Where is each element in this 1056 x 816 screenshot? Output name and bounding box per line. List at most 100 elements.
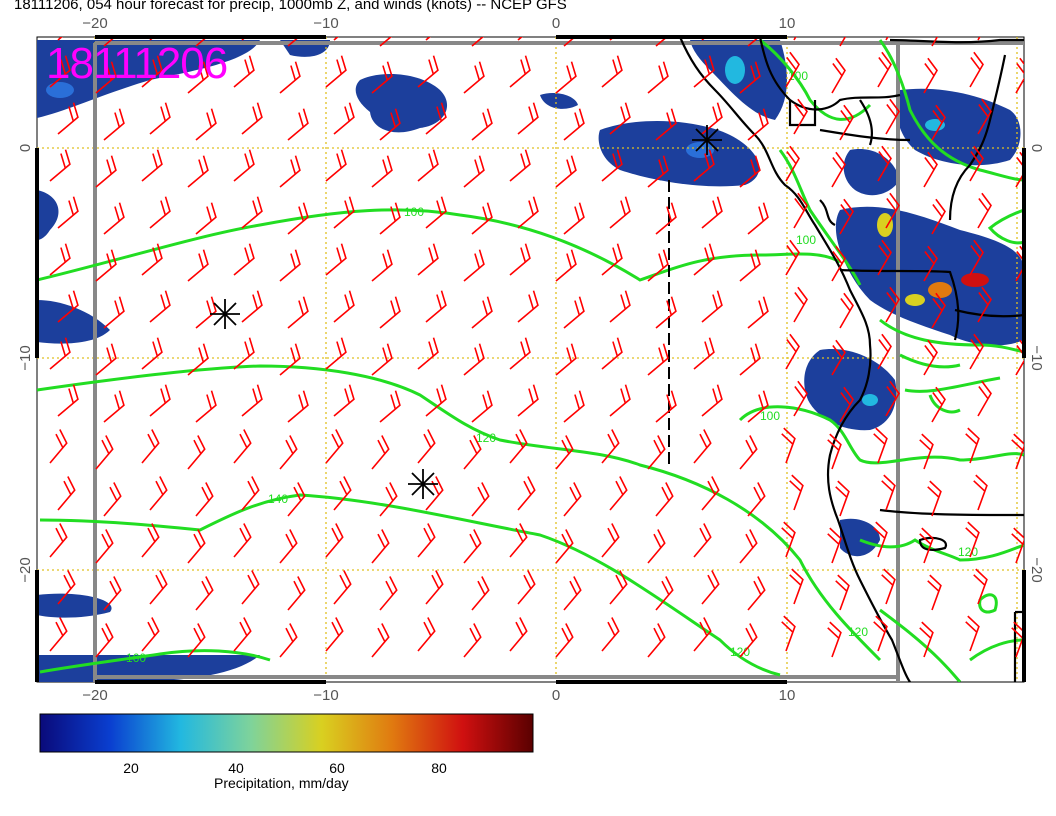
wind-barb (95, 623, 114, 658)
contour-label: 120 (848, 625, 868, 639)
wind-barb (785, 333, 800, 370)
wind-barb (601, 523, 620, 558)
wind-barb (463, 529, 482, 564)
lat-tick-right: 0 (1028, 144, 1045, 152)
wind-barb (655, 296, 677, 329)
wind-barb (701, 102, 723, 135)
wind-barb (739, 155, 761, 188)
wind-barb (279, 529, 298, 564)
wind-barb (785, 51, 800, 88)
wind-barb (647, 249, 669, 282)
wind-barb (1011, 433, 1024, 470)
wind-barb (555, 435, 574, 470)
wind-barb (839, 292, 854, 329)
wind-barb (969, 51, 984, 88)
wind-barb (141, 617, 160, 652)
wind-barb (781, 615, 796, 652)
wind-barb (655, 37, 677, 47)
wind-barb (601, 55, 623, 88)
wind-barb (827, 433, 842, 470)
lon-tick-bottom: −20 (82, 687, 107, 704)
wind-barb (701, 290, 723, 323)
wind-barb (195, 202, 217, 235)
wind-barb (95, 155, 117, 188)
wind-barb (141, 523, 160, 558)
wind-barb (49, 429, 68, 464)
wind-barb (831, 339, 846, 376)
wind-barb (793, 286, 808, 323)
wind-barb (471, 108, 493, 141)
wind-barb (563, 296, 585, 329)
wind-barb (977, 37, 992, 41)
wind-barb (969, 239, 984, 276)
map-title: 18111206, 054 hour forecast for precip, … (14, 0, 567, 13)
contour-label: 100 (760, 409, 780, 423)
wind-barb (233, 429, 252, 464)
wind-barb (747, 482, 766, 517)
wind-barb (471, 576, 490, 611)
wind-barb (923, 151, 938, 188)
wind-barb (647, 623, 666, 658)
wind-barb (977, 98, 992, 135)
wind-barb (57, 290, 79, 323)
wind-barb (463, 623, 482, 658)
wind-barb (931, 292, 946, 329)
wind-barb (333, 102, 355, 135)
wind-barb (835, 480, 850, 517)
wind-barb (517, 570, 536, 605)
contour-label: 100 (796, 233, 816, 247)
wind-barb (977, 286, 992, 323)
wind-barb (739, 529, 758, 564)
wind-barb (835, 574, 850, 611)
wind-barb (49, 243, 71, 276)
wind-barb (425, 384, 447, 417)
wind-barb (195, 390, 217, 423)
wind-barb (1011, 527, 1024, 564)
colorbar-tick: 20 (123, 760, 139, 776)
wind-barb (509, 243, 531, 276)
wind-barb (563, 108, 585, 141)
wind-barb (647, 529, 666, 564)
wind-barb (57, 196, 79, 229)
wind-barb (103, 108, 125, 141)
wind-barb (141, 429, 160, 464)
colorbar-tick: 80 (431, 760, 447, 776)
wind-barb (517, 290, 539, 323)
wind-barb (57, 102, 79, 135)
wind-barb (701, 196, 723, 229)
wind-barb (49, 337, 71, 370)
wind-barb (969, 333, 984, 370)
wind-barb (379, 296, 401, 329)
lat-tick-right: −10 (1028, 345, 1045, 370)
wind-barb (49, 617, 68, 652)
wind-barb (379, 108, 401, 141)
wind-barb (149, 290, 171, 323)
wind-barb (609, 384, 631, 417)
geopotential-contours (37, 38, 1024, 682)
lon-tick-bottom: 0 (552, 687, 560, 704)
wind-barb (739, 623, 758, 658)
wind-barb (417, 617, 436, 652)
wind-barb (417, 55, 439, 88)
wind-barb (931, 37, 946, 47)
asterisk-marker-2 (408, 469, 438, 499)
wind-barb (793, 380, 808, 417)
wind-barb (417, 149, 439, 182)
wind-barb (517, 37, 539, 41)
colorbar-label: Precipitation, mm/day (214, 775, 349, 791)
wind-barb (233, 523, 252, 558)
contour-label: 120 (958, 545, 978, 559)
wind-barb (747, 108, 769, 141)
wind-barb (923, 339, 938, 376)
wind-barb (647, 435, 666, 470)
wind-barb (965, 615, 980, 652)
wind-barb (609, 102, 631, 135)
lon-tick-bottom: −10 (313, 687, 338, 704)
wind-barb (371, 623, 390, 658)
wind-barb (103, 202, 125, 235)
wind-barb (463, 249, 485, 282)
wind-barb (417, 523, 436, 558)
wind-barb (555, 249, 577, 282)
contour-label: 100 (788, 69, 808, 83)
wind-barb (831, 245, 846, 282)
